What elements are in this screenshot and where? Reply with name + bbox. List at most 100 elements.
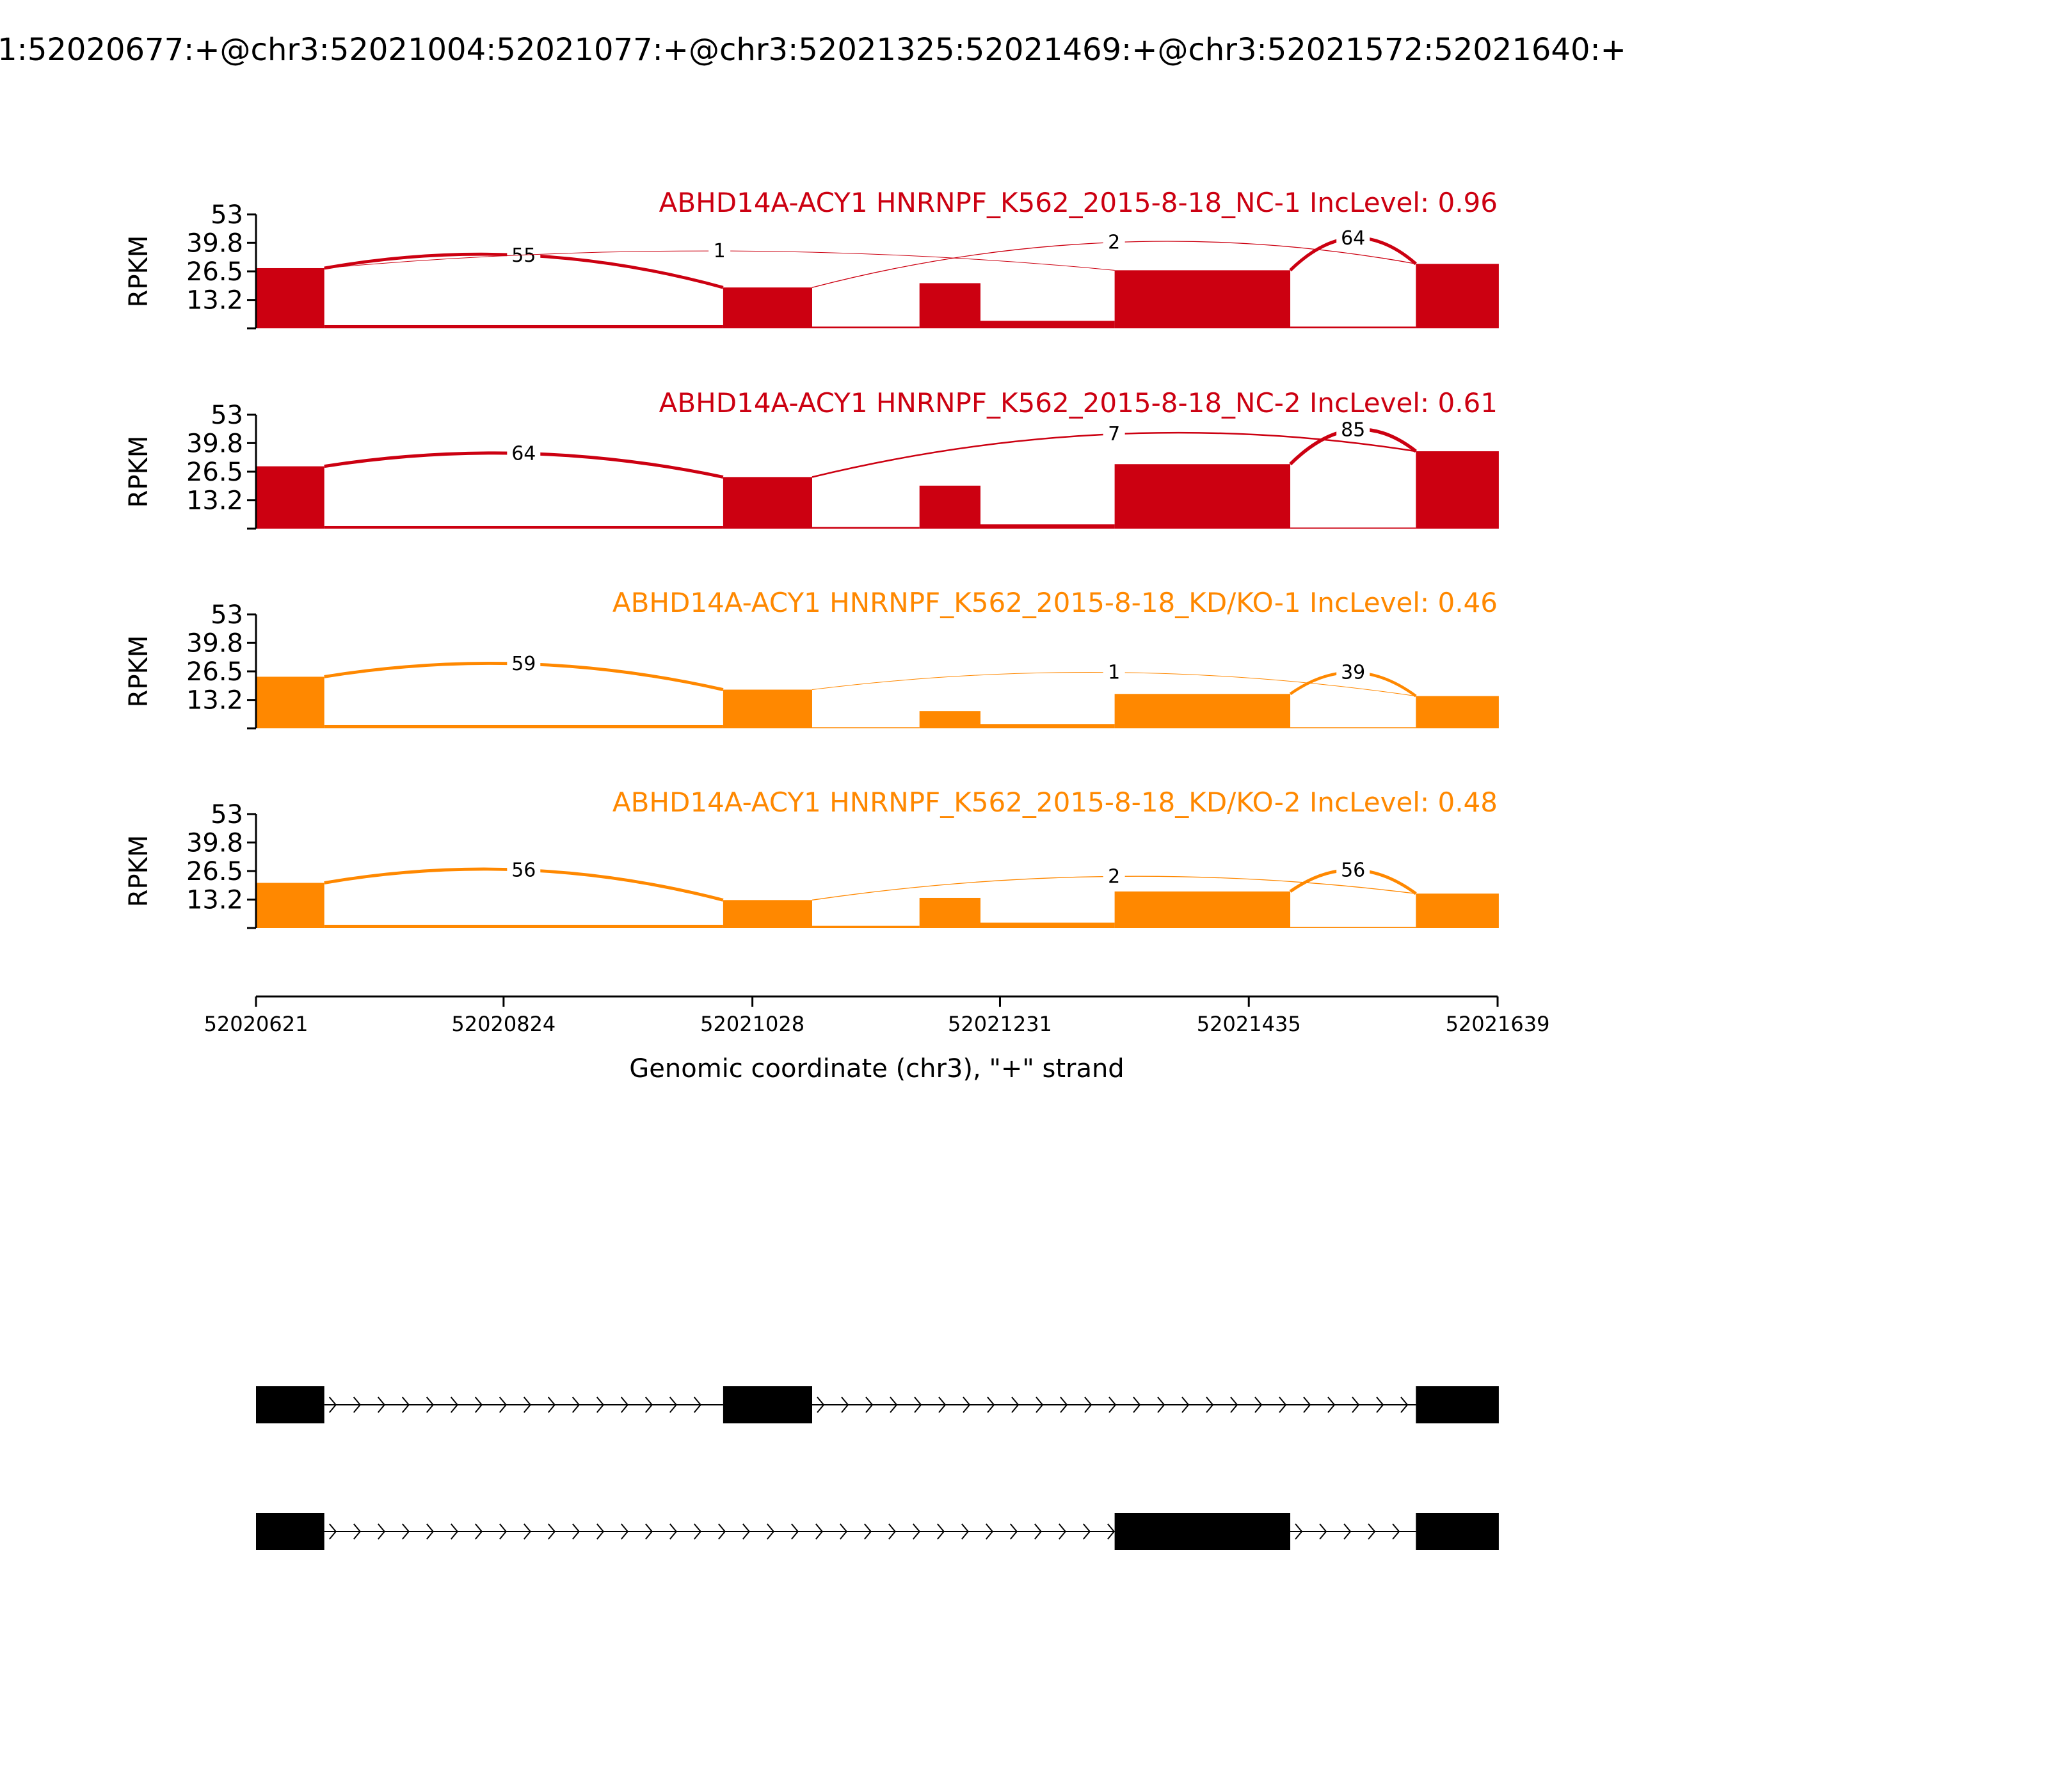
intron-chevron — [1034, 1523, 1043, 1540]
intron-chevron — [1058, 1523, 1067, 1540]
x-tick-label: 52021028 — [700, 1012, 804, 1036]
intron-chevron — [474, 1396, 483, 1413]
intron-chevron — [1082, 1523, 1091, 1540]
y-axis-label: RPKM — [124, 436, 154, 508]
intron-chevron — [620, 1523, 629, 1540]
intron-chevron — [961, 1523, 970, 1540]
junction-count: 85 — [1341, 419, 1365, 442]
intron-chevron — [401, 1523, 410, 1540]
coverage-segment — [812, 326, 920, 328]
y-tick-label: 13.2 — [186, 486, 243, 516]
coverage-segment — [324, 724, 723, 728]
exon-block — [1416, 1386, 1499, 1423]
junction-label-bg — [507, 442, 541, 464]
exon-block — [256, 1386, 324, 1423]
intron-chevron — [328, 1396, 337, 1413]
junction-count: 1 — [1108, 662, 1120, 684]
junction-count: 7 — [1108, 423, 1120, 445]
x-tick-label: 52020621 — [204, 1012, 308, 1036]
intron-chevron — [1133, 1396, 1141, 1413]
y-tick-label: 39.8 — [186, 228, 243, 258]
track-label: ABHD14A-ACY1 HNRNPF_K562_2015-8-18_KD/KO… — [612, 787, 1498, 818]
intron-chevron — [401, 1396, 410, 1413]
coverage-segment — [1416, 451, 1499, 529]
intron-chevron — [572, 1523, 580, 1540]
coverage-segment — [1416, 893, 1499, 928]
junction-label-bg — [1336, 660, 1370, 683]
junction-count: 1 — [714, 240, 726, 262]
intron-chevron — [596, 1523, 605, 1540]
intron-chevron — [1376, 1396, 1384, 1413]
exon-block — [256, 1513, 324, 1550]
intron-chevron — [841, 1396, 849, 1413]
intron-chevron — [1279, 1396, 1287, 1413]
intron-chevron — [523, 1396, 532, 1413]
y-axis-label: RPKM — [124, 636, 154, 708]
intron-chevron — [817, 1396, 825, 1413]
gene-model-2 — [256, 1513, 1499, 1550]
coverage-segment — [919, 283, 980, 328]
intron-chevron — [353, 1523, 362, 1540]
coverage-segment — [812, 727, 920, 728]
x-tick-label: 52021435 — [1197, 1012, 1301, 1036]
intron-chevron — [936, 1523, 945, 1540]
intron-chevron — [839, 1523, 848, 1540]
track-4: 56 2 56 ABHD14A-ACY1 HNRNPF_K562_2015-8-18_… — [124, 787, 1499, 929]
coverage-segment — [1416, 696, 1499, 728]
intron-chevron — [499, 1523, 508, 1540]
intron-chevron — [863, 1523, 872, 1540]
intron-chevron — [1060, 1396, 1068, 1413]
y-tick-label: 53 — [211, 600, 243, 630]
coverage-segment — [256, 268, 324, 328]
coverage-segment — [324, 924, 723, 928]
y-tick-label: 13.2 — [186, 286, 243, 316]
intron-chevron — [1392, 1523, 1400, 1540]
intron-chevron — [1343, 1523, 1352, 1540]
gene-models — [256, 1386, 1499, 1550]
intron-chevron — [766, 1523, 775, 1540]
intron-chevron — [1400, 1396, 1409, 1413]
y-tick-label: 13.2 — [186, 886, 243, 915]
coverage-segment — [256, 883, 324, 928]
coverage-segment — [1416, 264, 1499, 328]
intron-chevron — [328, 1523, 337, 1540]
coverage-segment — [980, 922, 1115, 928]
coverage-segment — [919, 711, 980, 728]
intron-chevron — [1036, 1396, 1044, 1413]
junction-label-bg — [1103, 660, 1125, 683]
intron-chevron — [742, 1523, 751, 1540]
intron-chevron — [499, 1396, 508, 1413]
intron-chevron — [815, 1523, 824, 1540]
coverage-segment — [1114, 891, 1291, 928]
intron-chevron — [693, 1396, 702, 1413]
junction-label-bg — [507, 858, 541, 881]
intron-chevron — [1084, 1396, 1092, 1413]
coverage-segment — [1290, 527, 1416, 529]
intron-chevron — [547, 1523, 556, 1540]
intron-chevron — [572, 1396, 580, 1413]
y-tick-label: 53 — [211, 200, 243, 230]
intron-chevron — [1206, 1396, 1214, 1413]
y-tick-label: 53 — [211, 401, 243, 430]
intron-chevron — [644, 1523, 653, 1540]
intron-chevron — [353, 1396, 362, 1413]
intron-chevron — [523, 1523, 532, 1540]
coverage-segment — [812, 527, 920, 529]
coverage-segment — [1290, 727, 1416, 728]
exon-block — [723, 1386, 812, 1423]
intron-chevron — [377, 1523, 386, 1540]
y-tick-label: 53 — [211, 800, 243, 829]
intron-chevron — [426, 1396, 435, 1413]
intron-chevron — [1295, 1523, 1303, 1540]
coverage-segment — [980, 524, 1115, 529]
junction-count: 59 — [511, 653, 536, 675]
intron-chevron — [669, 1396, 678, 1413]
coverage-segment — [812, 925, 920, 928]
intron-chevron — [377, 1396, 386, 1413]
y-tick-label: 26.5 — [186, 657, 243, 687]
junction-label-bg — [1103, 230, 1125, 253]
intron-chevron — [669, 1523, 678, 1540]
intron-chevron — [1303, 1396, 1311, 1413]
